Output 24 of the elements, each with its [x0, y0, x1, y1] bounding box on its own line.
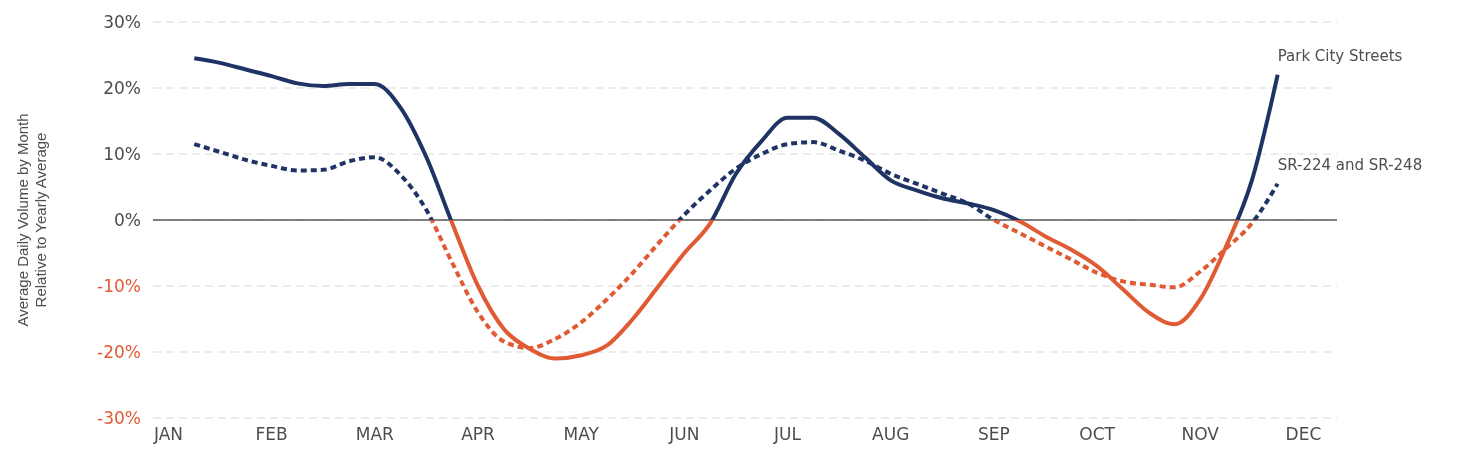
y-tick-label: -20%: [97, 342, 141, 362]
x-tick-label: AUG: [872, 424, 910, 444]
x-tick-label: DEC: [1285, 424, 1322, 444]
x-tick-label: SEP: [978, 424, 1010, 444]
y-tick-label: 20%: [103, 78, 141, 98]
line-series: [192, 140, 1280, 351]
x-tick-label: NOV: [1181, 424, 1220, 444]
y-tick-label: 10%: [103, 144, 141, 164]
y-tick-label: -30%: [97, 408, 141, 428]
x-tick-label: JAN: [152, 424, 184, 444]
series-label: Park City Streets: [1277, 46, 1403, 65]
y-tick-label: -10%: [97, 276, 141, 296]
x-tick-label: MAY: [563, 424, 600, 444]
x-tick-label: FEB: [255, 424, 288, 444]
y-tick-label: 0%: [114, 210, 141, 230]
x-tick-label: MAR: [355, 424, 395, 444]
line-series: [192, 56, 1280, 361]
y-axis-title: Average Daily Volume by Month Relative to Yearly Average: [14, 113, 49, 327]
x-tick-label: JUN: [668, 424, 700, 444]
x-tick-label: OCT: [1079, 424, 1116, 444]
x-tick-label: JUL: [773, 424, 802, 444]
y-tick-label: 30%: [103, 12, 141, 32]
series-label: SR-224 and SR-248: [1277, 155, 1423, 174]
x-tick-label: APR: [461, 424, 496, 444]
